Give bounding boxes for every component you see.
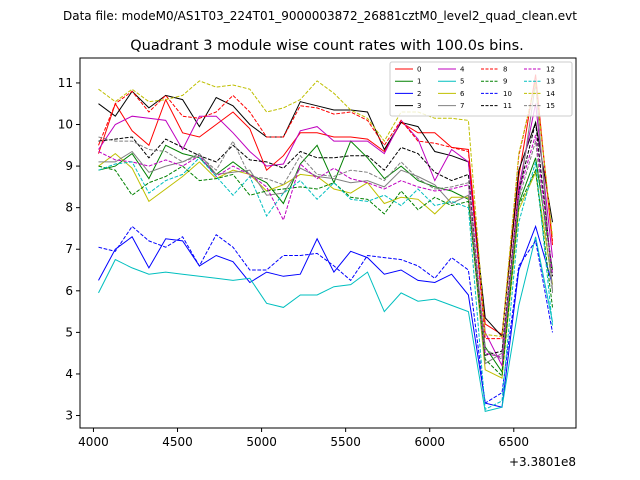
y-tick-label: 9 [65, 159, 73, 173]
series-line-8 [98, 80, 553, 340]
legend-label-10: 10 [503, 90, 512, 98]
axis-ticks: 4000 4500 5000 5500 6000 6500 3 4 5 6 7 8 9 10 11 [58, 76, 529, 449]
y-tick-label: 8 [65, 201, 73, 215]
x-tick-label: 6500 [499, 435, 530, 449]
legend-label-2: 2 [417, 90, 421, 98]
series-line-5 [98, 236, 553, 413]
legend-label-1: 1 [417, 78, 421, 86]
y-tick-label: 5 [65, 325, 73, 339]
legend-label-11: 11 [503, 102, 512, 110]
legend-label-4: 4 [460, 66, 465, 74]
y-tick-label: 11 [58, 76, 73, 90]
legend-box [389, 61, 573, 117]
series-line-11 [98, 122, 553, 356]
legend-label-15: 15 [546, 102, 555, 110]
y-tick-label: 3 [65, 409, 73, 423]
x-tick-label: 4000 [78, 435, 109, 449]
chart-suptitle: Data file: modeM0/AS1T03_224T01_90000038… [63, 9, 577, 23]
legend-label-5: 5 [460, 78, 464, 86]
legend-label-7: 7 [460, 102, 464, 110]
series-line-10 [98, 225, 553, 404]
x-tick-label: 5500 [330, 435, 361, 449]
x-offset-label: +3.3801e8 [509, 455, 576, 469]
series-line-13 [98, 157, 553, 411]
axes-frame [79, 57, 577, 429]
chart-title: Quadrant 3 module wise count rates with … [130, 38, 524, 54]
y-tick-label: 4 [65, 367, 73, 381]
x-tick-label: 4500 [162, 435, 193, 449]
x-tick-label: 6000 [414, 435, 445, 449]
plot-area [98, 74, 553, 413]
series-line-2 [98, 224, 553, 408]
series-line-14 [98, 80, 553, 338]
series-line-12 [98, 134, 553, 358]
y-tick-label: 10 [58, 118, 73, 132]
series-line-3 [98, 90, 553, 338]
y-tick-label: 6 [65, 284, 73, 298]
legend-label-6: 6 [460, 90, 465, 98]
y-tick-label: 7 [65, 242, 73, 256]
legend-label-0: 0 [417, 66, 421, 74]
legend-label-8: 8 [503, 66, 507, 74]
legend-label-13: 13 [546, 78, 555, 86]
series-line-15 [98, 136, 553, 361]
x-tick-label: 5000 [246, 435, 277, 449]
series-line-9 [98, 165, 553, 378]
legend-label-3: 3 [417, 102, 421, 110]
legend-label-9: 9 [503, 78, 507, 86]
legend-label-14: 14 [546, 90, 555, 98]
legend-label-12: 12 [546, 66, 555, 74]
